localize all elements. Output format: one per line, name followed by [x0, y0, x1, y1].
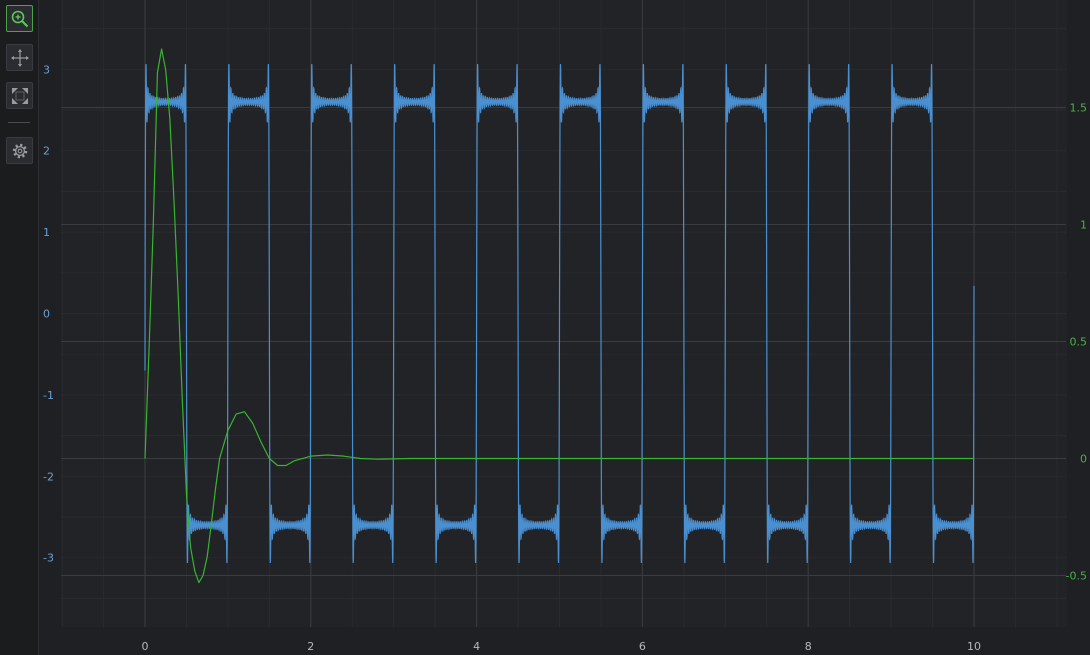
- pan-tool-button[interactable]: [6, 44, 33, 71]
- left-axis-tick-label: -3: [43, 552, 54, 565]
- left-axis-tick-label: 2: [43, 145, 50, 158]
- left-axis-tick-label: 1: [43, 226, 50, 239]
- right-axis-tick-label: 0: [1080, 453, 1087, 466]
- right-axis-tick-label: 1: [1080, 219, 1087, 232]
- bottom-axis-tick-label: 0: [142, 640, 149, 653]
- zoom-icon: [11, 10, 28, 27]
- right-axis-tick-label: 1.5: [1070, 102, 1088, 115]
- pan-icon: [10, 48, 29, 67]
- bottom-axis-tick-label: 8: [805, 640, 812, 653]
- fit-view-icon: [11, 87, 28, 104]
- left-axis-tick-label: -1: [43, 389, 54, 402]
- left-axis-ticks: 3 2 1 0 -1 -2 -3: [43, 63, 54, 564]
- toolbar: [0, 0, 39, 655]
- left-axis-tick-label: -2: [43, 470, 54, 483]
- bottom-axis-ticks: 0 2 4 6 8 10: [142, 640, 982, 653]
- settings-button[interactable]: [6, 137, 33, 164]
- left-axis-tick-label: 0: [43, 308, 50, 321]
- right-axis-tick-label: 0.5: [1070, 336, 1088, 349]
- series-layer: [144, 48, 975, 584]
- right-axis-ticks: 1.5 1 0.5 0 -0.5: [1066, 102, 1087, 583]
- gear-icon: [12, 143, 27, 158]
- bottom-axis-tick-label: 6: [639, 640, 646, 653]
- right-axis-tick-label: -0.5: [1066, 570, 1087, 583]
- series-blue-line: [144, 63, 975, 564]
- left-axis-tick-label: 3: [43, 63, 50, 76]
- bottom-axis-tick-label: 2: [307, 640, 314, 653]
- zoom-tool-button[interactable]: [6, 5, 33, 32]
- series-green-line: [144, 48, 974, 584]
- toolbar-separator: [8, 122, 30, 123]
- bottom-axis-tick-label: 10: [967, 640, 981, 653]
- bottom-axis-tick-label: 4: [473, 640, 480, 653]
- fit-view-button[interactable]: [6, 82, 33, 109]
